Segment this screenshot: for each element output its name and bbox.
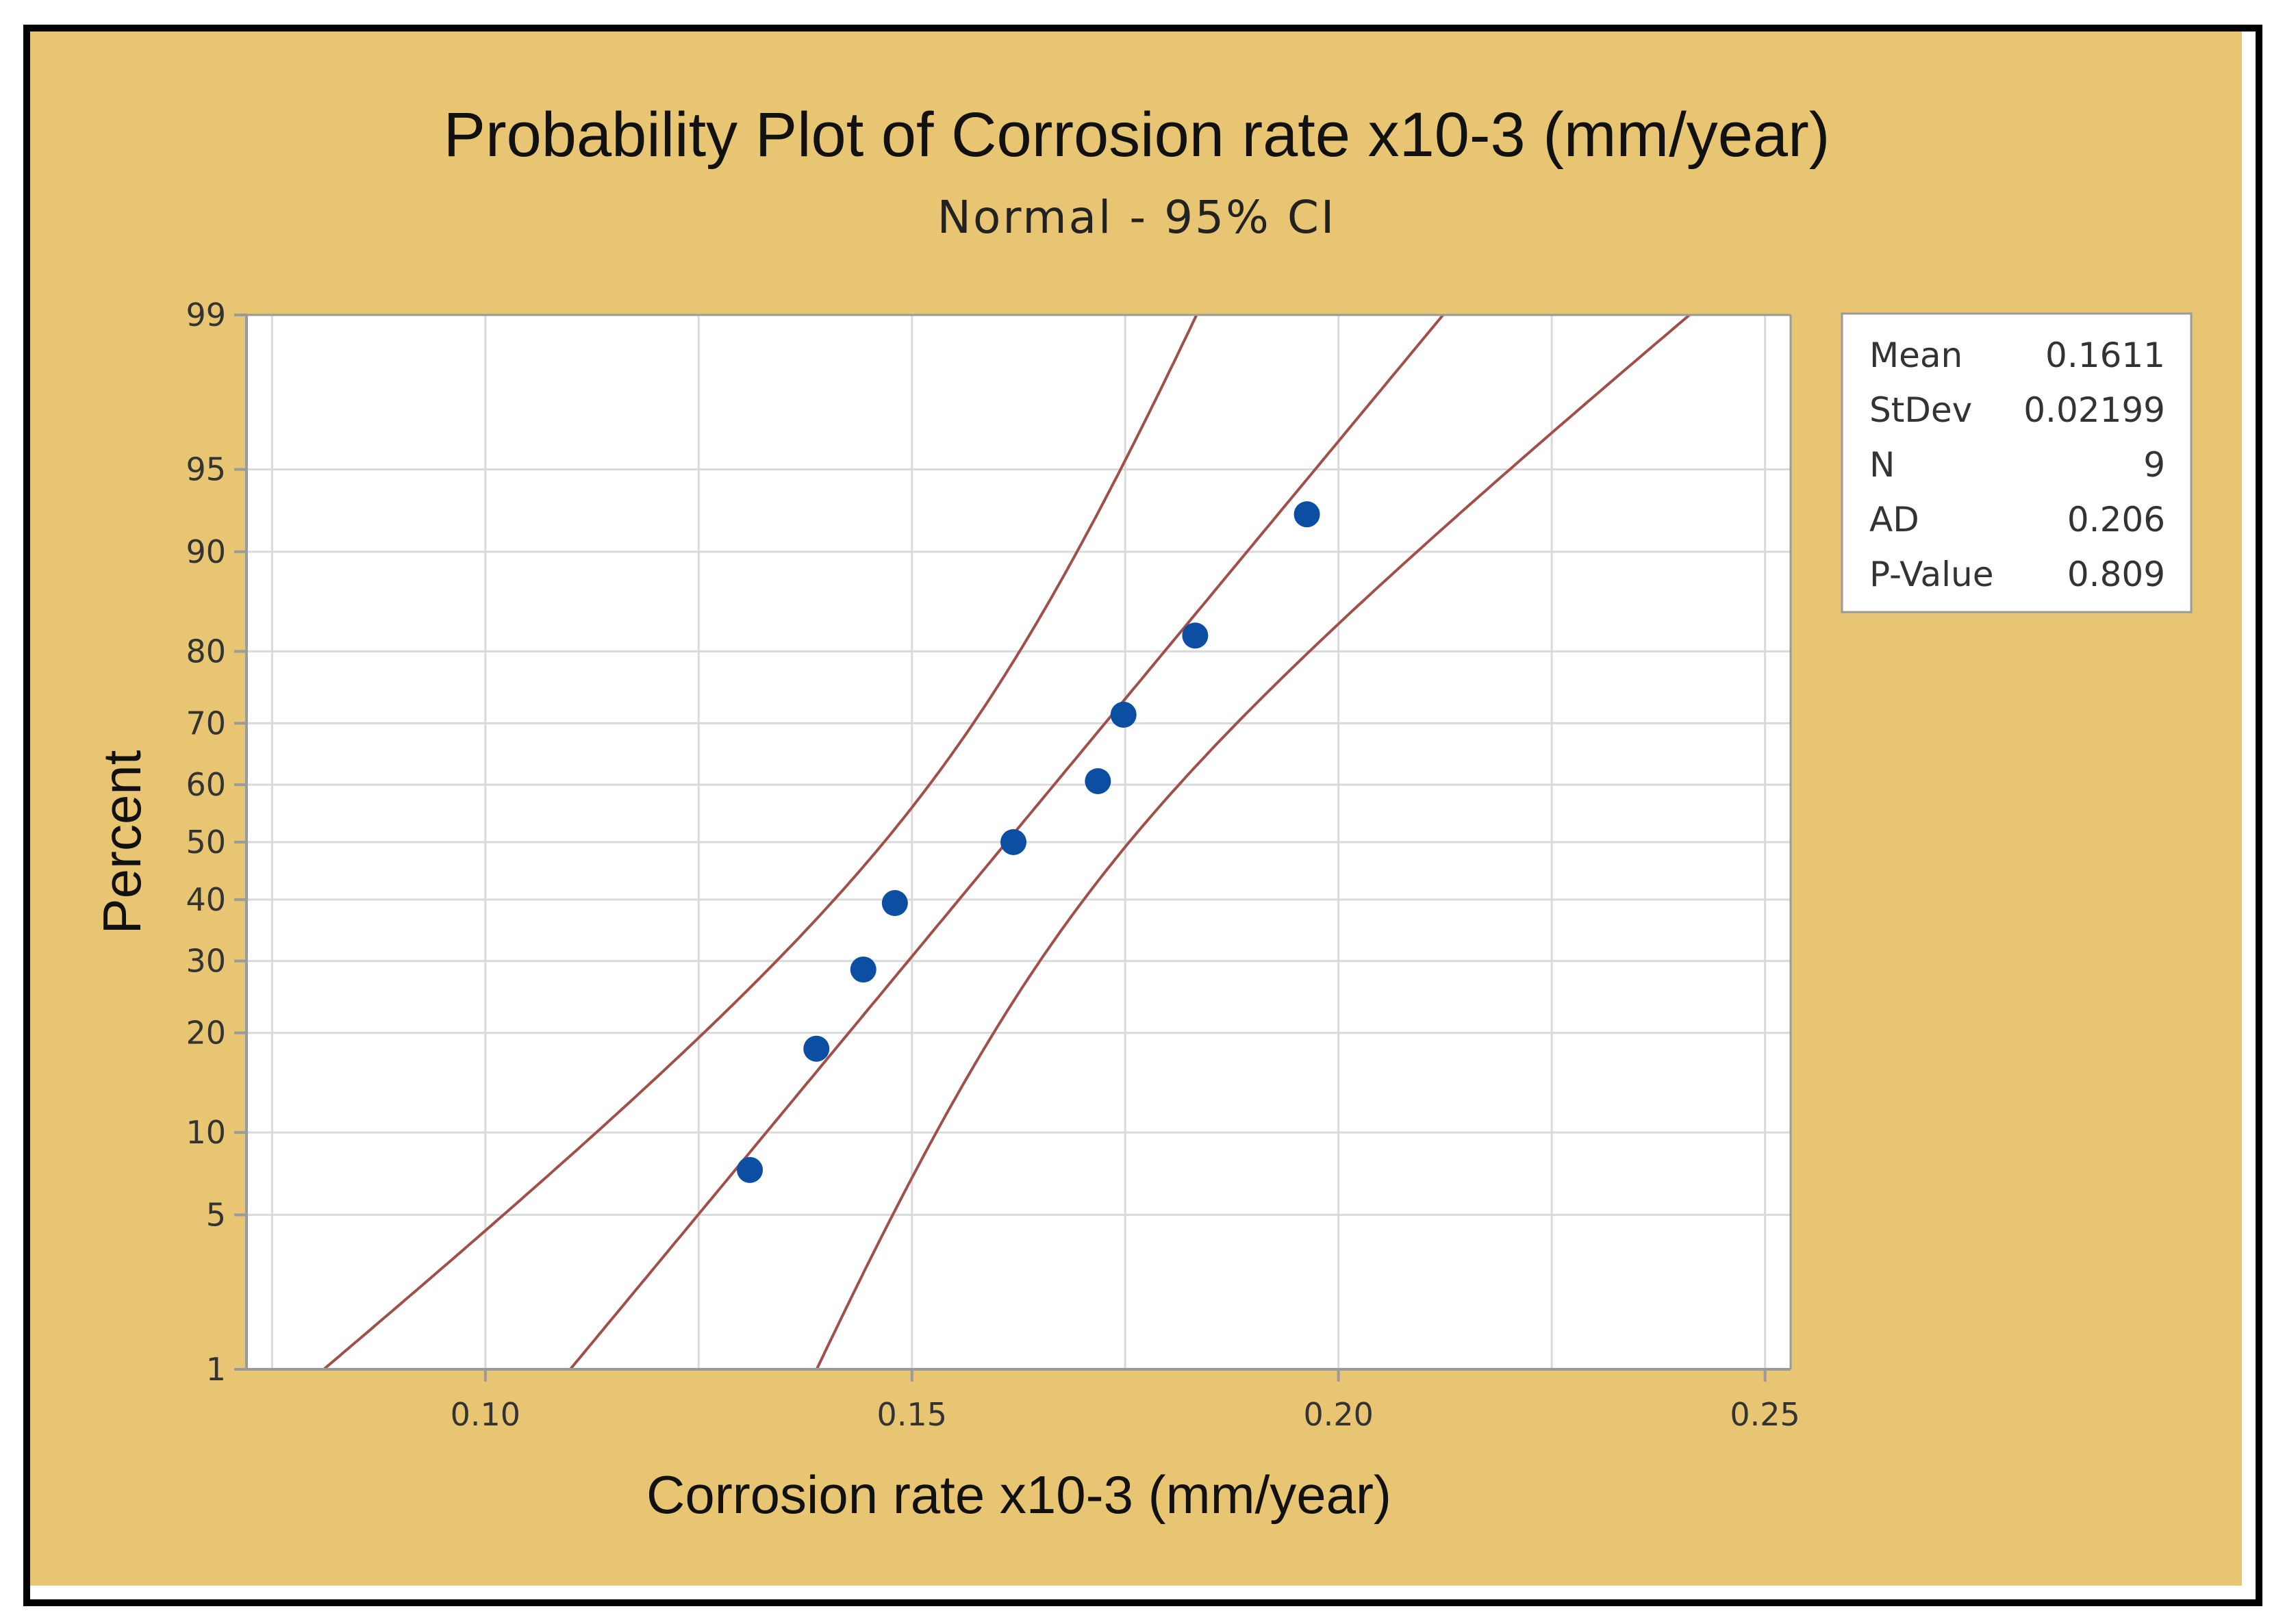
y-tick-label: 20: [186, 1015, 226, 1052]
y-tick-label: 1: [206, 1351, 226, 1388]
y-tick-label: 90: [186, 533, 226, 570]
legend-label: StDev: [1869, 390, 1972, 430]
legend-label: N: [1869, 445, 1895, 485]
data-point: [850, 956, 876, 983]
y-tick-label: 70: [186, 705, 226, 741]
legend-label: Mean: [1869, 335, 1962, 375]
legend-value: 9: [2143, 445, 2165, 485]
y-tick-label: 99: [186, 296, 226, 333]
data-point: [1293, 501, 1320, 528]
chart-subtitle: Normal - 95% CI: [937, 191, 1337, 244]
x-axis-label: Corrosion rate x10-3 (mm/year): [646, 1464, 1391, 1525]
stats-legend: Mean 0.1611 StDev 0.02199 N 9 AD 0.206 P-Value 0.…: [1841, 312, 2193, 613]
legend-value: 0.206: [2067, 500, 2165, 540]
y-tick-label: 10: [186, 1114, 226, 1151]
x-tick-label: 0.25: [1730, 1396, 1800, 1433]
data-point: [1110, 701, 1137, 728]
data-point: [1182, 622, 1209, 649]
data-point: [881, 890, 908, 917]
y-tick-label: 50: [186, 824, 226, 861]
data-point: [803, 1035, 830, 1062]
x-tick-label: 0.20: [1303, 1396, 1373, 1433]
data-point: [737, 1156, 763, 1183]
legend-value: 0.1611: [2045, 335, 2165, 375]
x-tick-label: 0.15: [877, 1396, 947, 1433]
legend-box: [1841, 312, 2193, 613]
y-tick-label: 5: [206, 1196, 226, 1233]
x-tick-label: 0.10: [451, 1396, 520, 1433]
legend-label: AD: [1869, 500, 1919, 540]
tick-labels: 0.10 0.15 0.20 0.25 1 5 10 20 30 40 50 60 70 80 90 95 99: [186, 296, 1800, 1433]
data-point: [1085, 767, 1111, 794]
upper-ci-line: [815, 314, 1691, 1370]
data-point: [1000, 829, 1027, 855]
chart-frame: [23, 25, 2262, 1606]
y-tick-label: 30: [186, 943, 226, 980]
legend-value: 0.02199: [2023, 390, 2165, 430]
y-tick-label: 40: [186, 881, 226, 918]
y-tick-label: 95: [186, 451, 226, 488]
y-tick-label: 60: [186, 766, 226, 803]
data-points: [737, 501, 1320, 1183]
y-tick-label: 80: [186, 633, 226, 670]
chart-title: Probability Plot of Corrosion rate x10-3…: [444, 100, 1830, 170]
lower-ci-line: [323, 314, 1198, 1371]
y-axis-label: Percent: [92, 750, 152, 934]
legend-value: 0.809: [2067, 555, 2165, 594]
legend-label: P-Value: [1869, 555, 1993, 594]
